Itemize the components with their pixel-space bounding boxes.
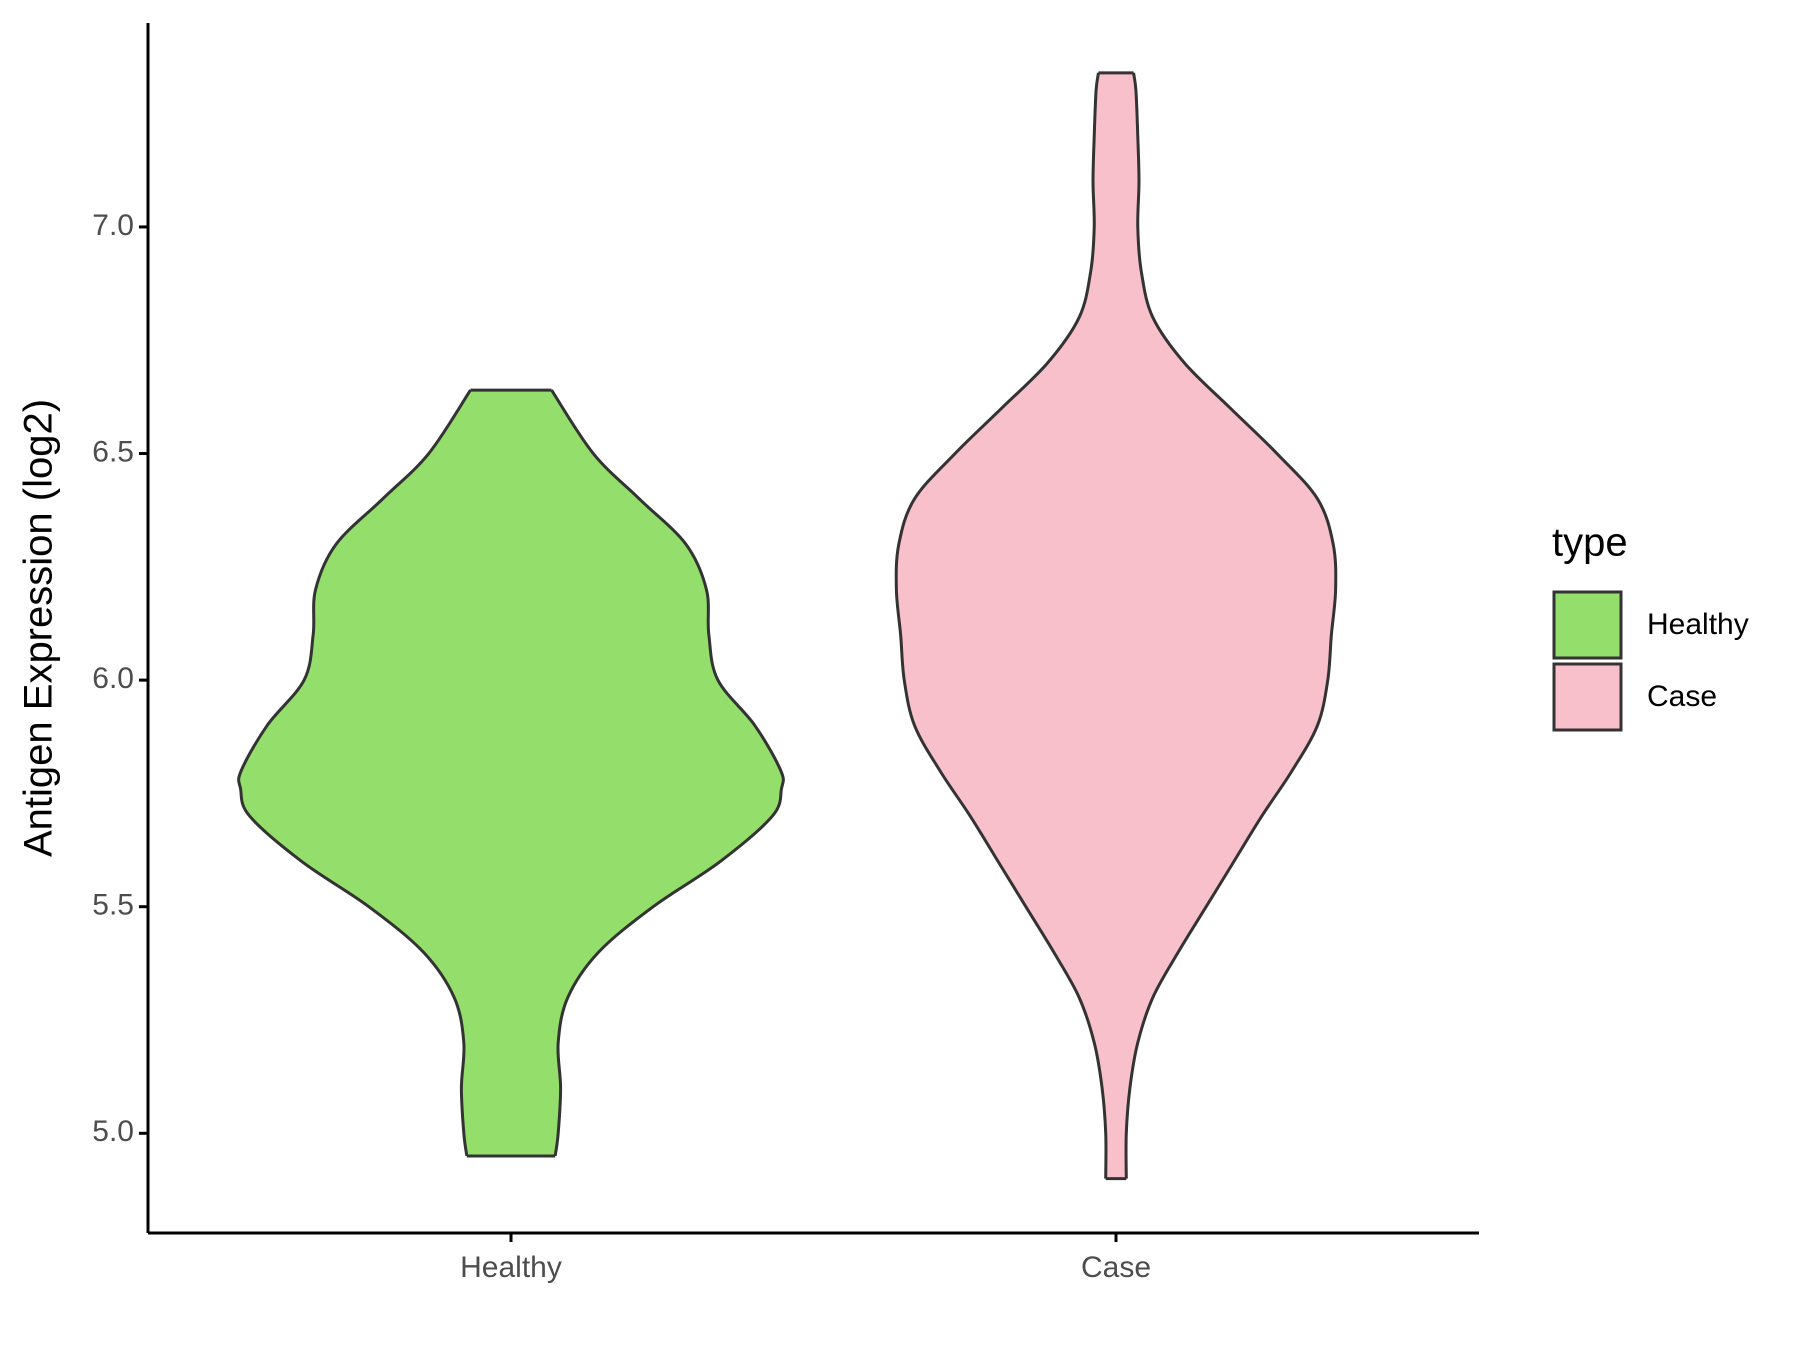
x-tick-label: Case [1081,1251,1151,1284]
legend-title: type [1552,521,1628,565]
y-tick-label: 5.5 [92,889,134,922]
violin-outline-right [550,389,785,1157]
y-tick-label: 5.0 [92,1115,134,1148]
y-tick-label: 6.5 [92,435,134,468]
violin-outline-left [894,72,1108,1179]
y-tick-label: 6.0 [92,662,134,695]
legend-label: Healthy [1647,608,1749,641]
legend-key [1552,662,1623,732]
y-axis-label: Antigen Expression (log2) [17,399,61,857]
violin-body [238,390,784,1156]
y-tick-label: 7.0 [92,209,134,242]
violin-body [896,72,1336,1179]
x-tick-label: Healthy [460,1251,562,1284]
violin-outline-right [1124,72,1338,1179]
violin-outline-left [237,389,472,1157]
legend-label: Case [1647,680,1717,713]
legend-key [1552,590,1623,660]
